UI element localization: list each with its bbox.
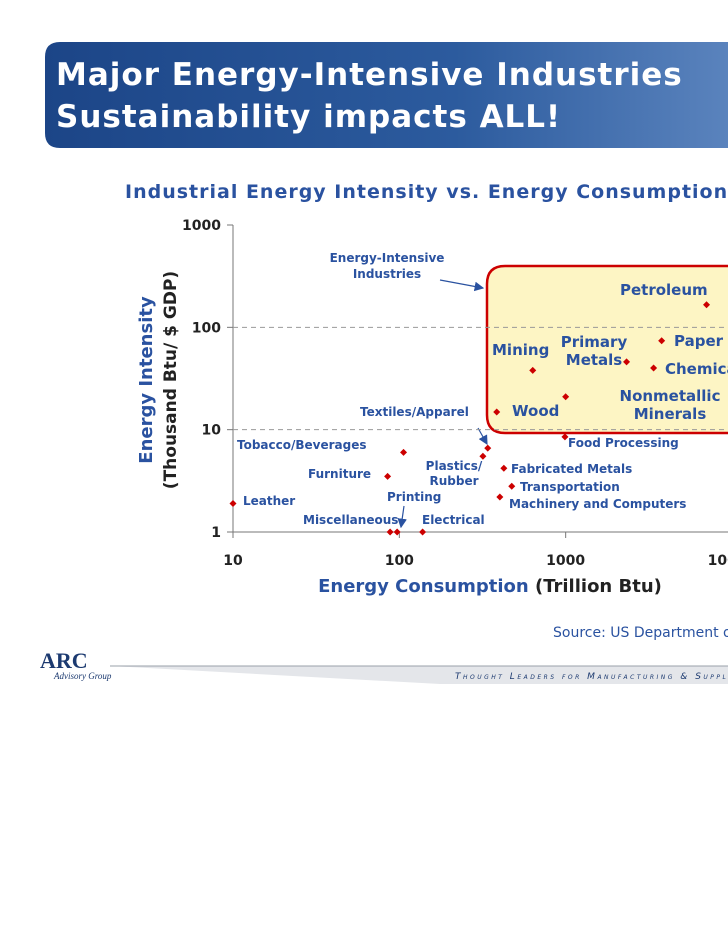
point-label: Rubber [429, 474, 478, 488]
point [400, 448, 408, 456]
label-arrow [477, 427, 488, 446]
point [561, 433, 569, 441]
point-label: Textiles/Apparel [360, 405, 469, 419]
point [479, 452, 487, 460]
source: Source: US Department of Energy [553, 625, 728, 641]
point [393, 528, 401, 536]
point-label: Leather [243, 494, 295, 508]
point [650, 364, 658, 372]
logo-sub: Advisory Group [53, 671, 112, 681]
point-label: Transportation [520, 480, 620, 494]
point [703, 301, 711, 309]
point [508, 482, 516, 490]
point-label: Tobacco/Beverages [237, 438, 367, 452]
x-axis-label-unit: (Trillion Btu) [535, 576, 662, 597]
point-label: Mining [492, 341, 549, 359]
point [529, 366, 537, 374]
annotation: Industries [353, 267, 421, 281]
point [623, 358, 631, 366]
point-label: Furniture [308, 467, 371, 481]
tagline: Thought Leaders for Manufacturing & Supp… [455, 672, 728, 682]
footer-band [110, 666, 728, 684]
point [484, 444, 492, 452]
point-label: Fabricated Metals [511, 462, 632, 476]
y-tick-label: 100 [192, 320, 221, 336]
point-label: Metals [566, 351, 623, 369]
point-label: Electrical [422, 513, 485, 527]
point [500, 464, 508, 472]
chart-title: Industrial Energy Intensity vs. Energy C… [125, 181, 728, 203]
point-label: Machinery and Computers [509, 497, 686, 511]
point-label: Chemicals [665, 360, 728, 378]
point-label: Miscellaneous [303, 513, 398, 527]
point [493, 408, 501, 416]
x-tick-label: 100 [385, 553, 414, 569]
point [496, 493, 504, 501]
point-label: Wood [512, 402, 559, 420]
x-axis-label-main: Energy Consumption [318, 576, 529, 597]
point [419, 528, 427, 536]
point-label: Nonmetallic [620, 387, 721, 405]
point-label: Minerals [634, 405, 707, 423]
point-label: Plastics/ [426, 459, 483, 473]
point [384, 472, 392, 480]
point-label: Paper [674, 332, 724, 350]
x-axis-label: Energy Consumption (Trillion Btu) [318, 576, 662, 597]
slide-title: Sustainability impacts ALL! [56, 99, 561, 135]
point-label: Food Processing [568, 436, 679, 450]
y-tick-label: 1000 [182, 218, 221, 234]
annotation: Energy-Intensive [330, 251, 445, 265]
point [562, 393, 570, 401]
point-label: Primary [561, 333, 628, 351]
x-tick-label: 10000 [708, 553, 728, 569]
y-axis-label: (Thousand Btu/ $ GDP) [161, 271, 181, 489]
slide-title: Major Energy-Intensive Industries [56, 57, 683, 93]
point-label: Printing [387, 490, 441, 504]
point [229, 499, 237, 507]
annotation-arrow [439, 279, 485, 292]
y-tick-label: 10 [202, 423, 222, 439]
logo: ARC [40, 648, 88, 673]
point [386, 528, 394, 536]
label-arrow [397, 505, 407, 529]
highlight-box [485, 264, 728, 435]
y-tick-label: 1 [211, 525, 221, 541]
x-tick-label: 10 [223, 553, 243, 569]
point [658, 337, 666, 345]
point-label: Petroleum [620, 281, 708, 299]
x-tick-label: 1000 [546, 553, 585, 569]
header-band [45, 42, 728, 148]
y-axis-label: Energy Intensity [136, 296, 157, 464]
